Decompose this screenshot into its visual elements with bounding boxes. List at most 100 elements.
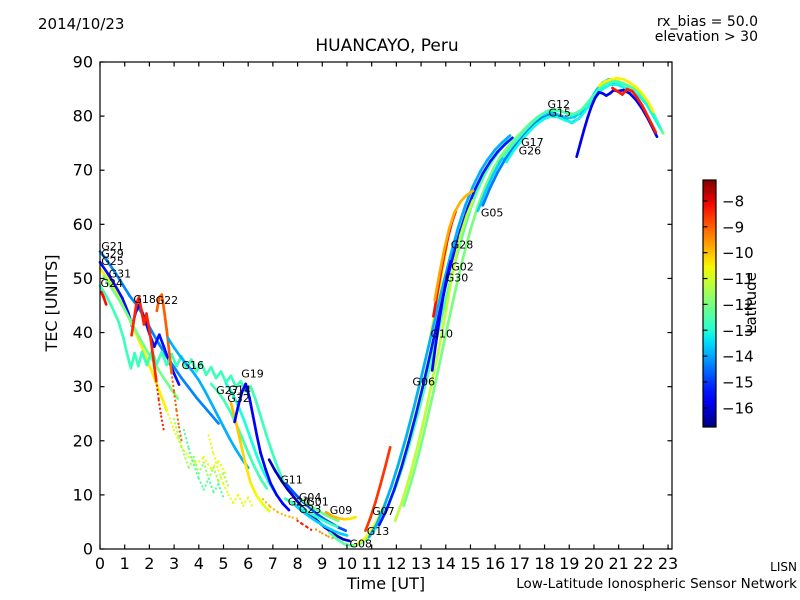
y-axis-label: TEC [UNITS] <box>42 255 61 353</box>
x-tick-label: 6 <box>243 554 253 573</box>
trace-G22-tail <box>170 371 183 442</box>
sat-label-G02: G02 <box>451 261 474 274</box>
x-tick-label: 1 <box>120 554 130 573</box>
trace-G18-tail <box>155 380 165 432</box>
trace-G07 <box>364 445 392 532</box>
sat-label-G26: G26 <box>519 145 542 158</box>
sat-label-G10: G10 <box>430 328 453 341</box>
x-tick-label: 17 <box>510 554 530 573</box>
y-tick-label: 20 <box>73 431 93 450</box>
y-tick-label: 30 <box>73 377 93 396</box>
sat-label-G27: G27 <box>216 384 239 397</box>
x-tick-label: 22 <box>633 554 653 573</box>
trace-yellow-late <box>597 76 655 114</box>
sat-label-G20: G20 <box>288 495 311 508</box>
x-tick-label: 23 <box>658 554 678 573</box>
trace-G19 <box>233 382 291 512</box>
plot-date: 2014/10/23 <box>38 15 124 33</box>
sat-label-G29: G29 <box>101 248 124 261</box>
sat-label-G15: G15 <box>549 106 572 119</box>
elevation-text: elevation > 30 <box>655 29 758 45</box>
sat-label-G21: G21 <box>101 240 124 253</box>
rx-bias-text: rx_bias = 50.0 <box>657 14 758 30</box>
sat-label-G30: G30 <box>446 271 469 284</box>
trace-G22 <box>155 293 173 375</box>
sat-label-G18: G18 <box>133 293 156 306</box>
y-tick-label: 10 <box>73 485 93 504</box>
colorbar-tick-label: −12 <box>722 296 754 314</box>
sat-label-G11: G11 <box>280 474 303 487</box>
trace-G09 <box>324 510 357 521</box>
x-tick-label: 9 <box>317 554 327 573</box>
sat-label-G28: G28 <box>451 238 474 251</box>
watermark-name: Low-Latitude Ionospheric Sensor Network <box>516 576 797 592</box>
x-tick-label: 5 <box>218 554 228 573</box>
y-tick-label: 50 <box>73 269 93 288</box>
sat-label-G06: G06 <box>412 375 435 388</box>
trace-orange-dots <box>314 528 336 540</box>
colorbar-tick-label: −13 <box>722 322 754 340</box>
x-tick-label: 12 <box>386 554 406 573</box>
x-tick-label: 15 <box>460 554 480 573</box>
sat-label-G25: G25 <box>101 255 124 268</box>
colorbar-tick-label: −10 <box>722 244 754 262</box>
x-tick-label: 0 <box>95 554 105 573</box>
trace-dots-green <box>172 417 230 488</box>
trace-G01 <box>299 497 340 523</box>
sat-label-G24: G24 <box>100 277 123 290</box>
y-tick-label: 60 <box>73 215 93 234</box>
sat-label-G12: G12 <box>548 98 571 111</box>
sat-label-G17: G17 <box>521 136 544 149</box>
colorbar-tick-label: −15 <box>722 373 754 391</box>
x-axis-label: Time [UT] <box>346 574 425 593</box>
x-tick-label: 19 <box>559 554 579 573</box>
trace-dots-yellow <box>207 434 255 510</box>
x-tick-label: 7 <box>268 554 278 573</box>
sat-label-G05: G05 <box>481 206 504 219</box>
axes: 0 1 2 3 4 5 6 7 8 9 10 11 12 13 14 15 16 17 18 19 20 21 22 2301… <box>73 53 679 574</box>
x-tick-label: 2 <box>144 554 154 573</box>
sat-label-G04: G04 <box>299 491 322 504</box>
x-tick-label: 3 <box>169 554 179 573</box>
trace-G30 <box>393 199 475 523</box>
colorbar: −8 −9 −10 −11 −12 −13 −14 −15 −16 <box>702 179 754 428</box>
y-tick-label: 90 <box>73 53 93 72</box>
x-tick-label: 8 <box>292 554 302 573</box>
x-tick-label: 18 <box>534 554 554 573</box>
sat-label-G22: G22 <box>156 294 179 307</box>
plot-title: HUANCAYO, Peru <box>315 36 458 56</box>
sat-label-G08: G08 <box>349 538 372 551</box>
trace-orange-bend <box>433 189 475 302</box>
trace-orange-flat <box>261 498 302 521</box>
trace-dots-green2 <box>182 428 225 499</box>
x-tick-label: 16 <box>485 554 505 573</box>
colorbar-tick-label: −9 <box>722 218 744 236</box>
sat-label-G14: G14 <box>228 383 251 396</box>
colorbar-tick-label: −11 <box>722 270 754 288</box>
y-tick-label: 0 <box>83 540 93 559</box>
sat-label-G13: G13 <box>367 525 390 538</box>
x-tick-label: 13 <box>411 554 431 573</box>
x-tick-label: 4 <box>194 554 204 573</box>
x-tick-label: 10 <box>337 554 357 573</box>
sat-label-G01: G01 <box>306 495 329 508</box>
colorbar-tick-label: −8 <box>722 192 744 210</box>
x-tick-label: 14 <box>436 554 456 573</box>
trace-red-start <box>99 290 108 306</box>
sat-label-G07: G07 <box>372 505 395 518</box>
trace-red-dots <box>296 519 314 532</box>
satellite-traces <box>98 76 665 548</box>
trace-G18 <box>130 296 158 383</box>
colorbar-tick-label: −16 <box>722 399 754 417</box>
sat-label-G09: G09 <box>330 504 353 517</box>
plot-frame <box>99 61 673 550</box>
colorbar-gradient <box>702 179 717 428</box>
sat-label-G19: G19 <box>241 368 264 381</box>
sat-label-G31: G31 <box>109 268 132 281</box>
colorbar-label: Latitude <box>742 272 760 334</box>
x-tick-label: 11 <box>361 554 381 573</box>
y-tick-label: 70 <box>73 161 93 180</box>
